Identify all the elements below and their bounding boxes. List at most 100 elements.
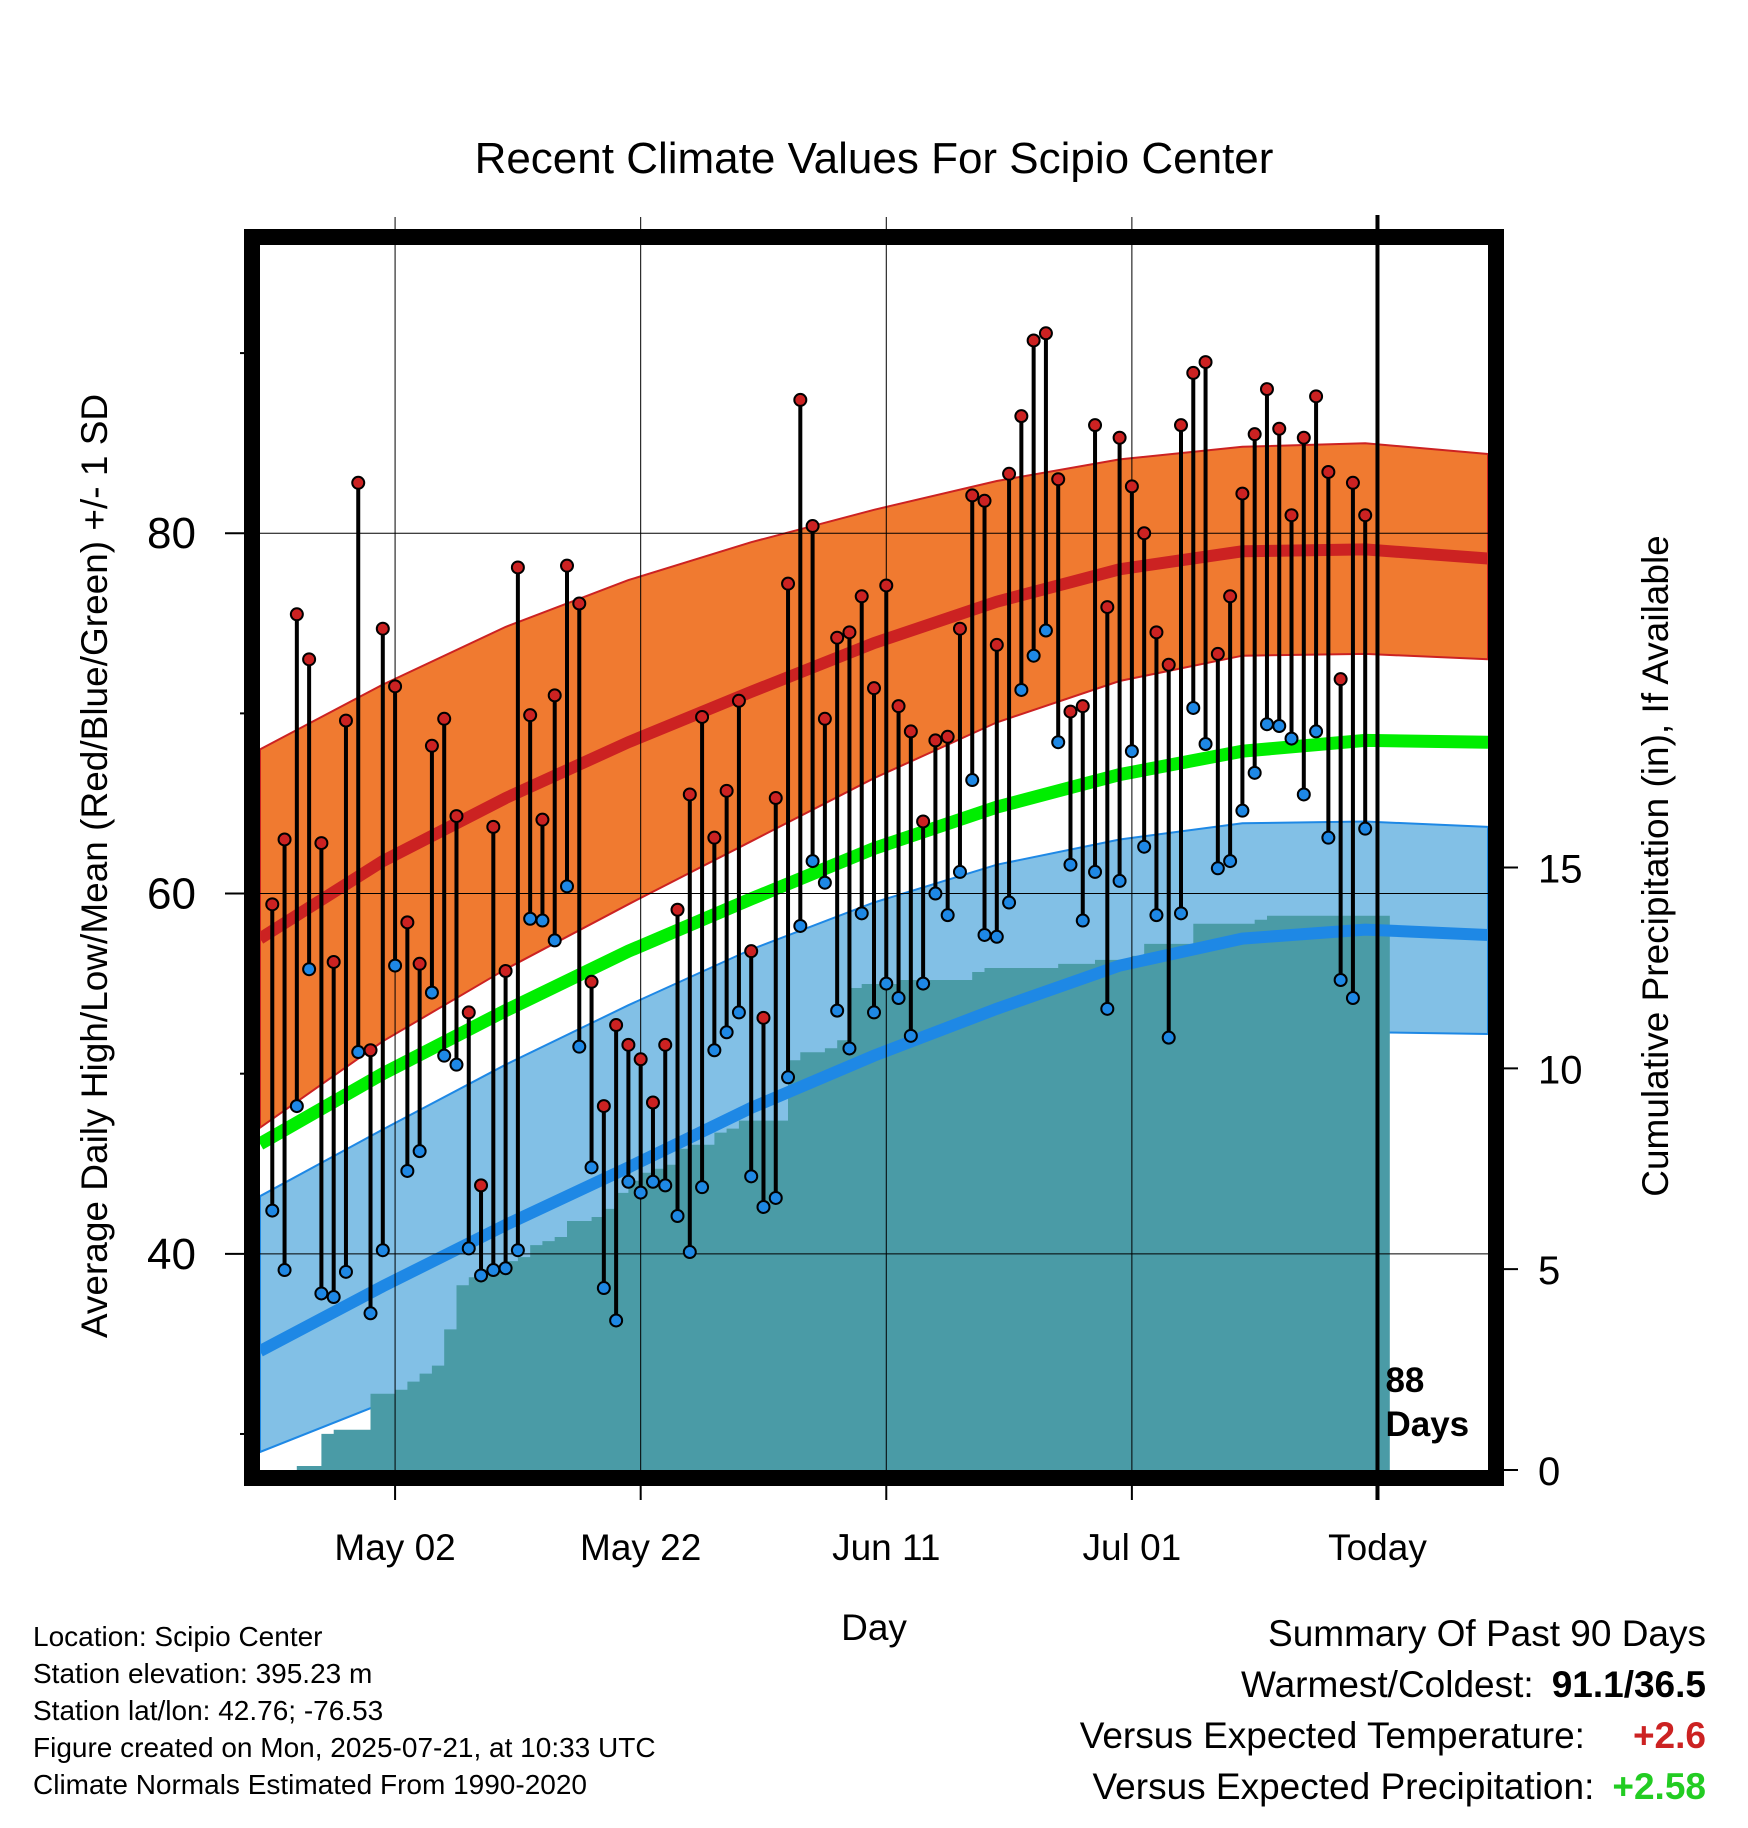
summary-temp: Versus Expected Temperature: +2.6 xyxy=(1080,1710,1706,1761)
daily-low-point xyxy=(817,875,832,890)
daily-low-point xyxy=(584,1160,599,1175)
daily-low-point xyxy=(645,1174,660,1189)
station-info: Location: Scipio Center Station elevatio… xyxy=(33,1618,656,1803)
days-count-line: 88 xyxy=(1385,1361,1424,1400)
chart-title: Recent Climate Values For Scipio Center xyxy=(475,134,1274,183)
daily-high-point xyxy=(1210,646,1225,661)
daily-low-point xyxy=(424,985,439,1000)
daily-high-point xyxy=(1272,421,1287,436)
daily-high-point xyxy=(1014,409,1029,424)
precipitation-area xyxy=(260,915,1390,1470)
daily-high-point xyxy=(1186,365,1201,380)
daily-low-point xyxy=(1272,718,1287,733)
daily-low-point xyxy=(547,933,562,948)
daily-high-point xyxy=(363,1043,378,1058)
daily-high-point xyxy=(1345,475,1360,490)
daily-high-point xyxy=(461,1005,476,1020)
daily-high-point xyxy=(1296,430,1311,445)
daily-high-point xyxy=(952,621,967,636)
daily-high-point xyxy=(854,589,869,604)
daily-high-point xyxy=(1002,466,1017,481)
y2-tick-label: 15 xyxy=(1538,848,1583,892)
daily-high-point xyxy=(1075,699,1090,714)
precip-label: Versus Expected Precipitation: xyxy=(1092,1766,1595,1807)
x-axis-label: Day xyxy=(841,1607,907,1648)
daily-low-point xyxy=(375,1243,390,1258)
daily-high-point xyxy=(326,954,341,969)
daily-high-point xyxy=(265,897,280,912)
daily-high-point xyxy=(388,679,403,694)
daily-high-point xyxy=(965,488,980,503)
daily-high-point xyxy=(645,1095,660,1110)
daily-high-point xyxy=(1137,526,1152,541)
daily-high-point xyxy=(338,713,353,728)
daily-high-point xyxy=(695,709,710,724)
y-tick-label: 80 xyxy=(147,509,196,558)
latlon-text: Station lat/lon: 42.76; -76.53 xyxy=(33,1695,384,1726)
plot-area: 88 Days 40 60 80 0 5 10 15 May 02 May 22 Jun 11 Jul … xyxy=(147,215,1583,1568)
daily-low-point xyxy=(682,1245,697,1260)
daily-low-point xyxy=(989,929,1004,944)
warm-cold-label: Warmest/Coldest: xyxy=(1241,1664,1534,1705)
daily-high-point xyxy=(903,724,918,739)
daily-low-point xyxy=(891,991,906,1006)
daily-low-point xyxy=(952,864,967,879)
daily-low-point xyxy=(1309,724,1324,739)
daily-low-point xyxy=(1284,731,1299,746)
daily-high-point xyxy=(830,630,845,645)
daily-low-point xyxy=(1149,908,1164,923)
daily-high-point xyxy=(498,963,513,978)
daily-low-point xyxy=(1174,906,1188,921)
daily-low-point xyxy=(461,1241,476,1256)
daily-low-point xyxy=(351,1045,366,1060)
daily-low-point xyxy=(1321,830,1336,845)
daily-low-point xyxy=(302,962,317,977)
daily-high-point xyxy=(1259,382,1274,397)
daily-high-point xyxy=(572,596,587,611)
daily-low-point xyxy=(535,913,550,928)
y-tick-label: 40 xyxy=(147,1230,196,1279)
daily-low-point xyxy=(1100,1001,1115,1016)
y2-axis-label: Cumulative Precipitation (in), If Availa… xyxy=(1635,535,1676,1197)
daily-high-point xyxy=(928,733,943,748)
daily-low-point xyxy=(621,1174,636,1189)
daily-low-point xyxy=(768,1190,783,1205)
daily-low-point xyxy=(609,1313,624,1328)
daily-low-point xyxy=(928,886,943,901)
daily-low-point xyxy=(756,1199,771,1214)
daily-high-point xyxy=(805,519,820,534)
daily-low-point xyxy=(486,1263,501,1278)
daily-high-point xyxy=(486,819,501,834)
daily-high-point xyxy=(1174,418,1188,433)
daily-low-point xyxy=(977,927,992,942)
daily-low-point xyxy=(854,906,869,921)
daily-low-point xyxy=(867,1005,881,1020)
daily-high-point xyxy=(756,1010,771,1025)
daily-high-point xyxy=(1333,672,1348,687)
daily-low-point xyxy=(289,1099,304,1114)
daily-low-point xyxy=(363,1306,378,1321)
daily-low-point xyxy=(965,773,980,788)
summary-precip: Versus Expected Precipitation: +2.58 xyxy=(1080,1761,1706,1812)
daily-low-point xyxy=(1345,991,1360,1006)
daily-low-point xyxy=(412,1144,427,1159)
daily-low-point xyxy=(670,1208,685,1223)
daily-low-point xyxy=(400,1163,415,1178)
daily-high-point xyxy=(1100,600,1115,615)
daily-high-point xyxy=(633,1052,648,1067)
daily-high-point xyxy=(535,812,550,827)
daily-high-point xyxy=(768,791,783,806)
daily-high-point xyxy=(375,621,390,636)
daily-low-point xyxy=(1296,787,1311,802)
daily-high-point xyxy=(1063,704,1078,719)
x-tick-label: Today xyxy=(1328,1527,1427,1568)
daily-high-point xyxy=(547,688,562,703)
daily-high-point xyxy=(289,607,304,622)
daily-low-point xyxy=(1137,839,1152,854)
daily-low-point xyxy=(719,1025,734,1040)
daily-low-point xyxy=(903,1028,918,1043)
daily-low-point xyxy=(1247,765,1262,780)
daily-high-point xyxy=(474,1178,489,1193)
daily-high-point xyxy=(1309,389,1324,404)
